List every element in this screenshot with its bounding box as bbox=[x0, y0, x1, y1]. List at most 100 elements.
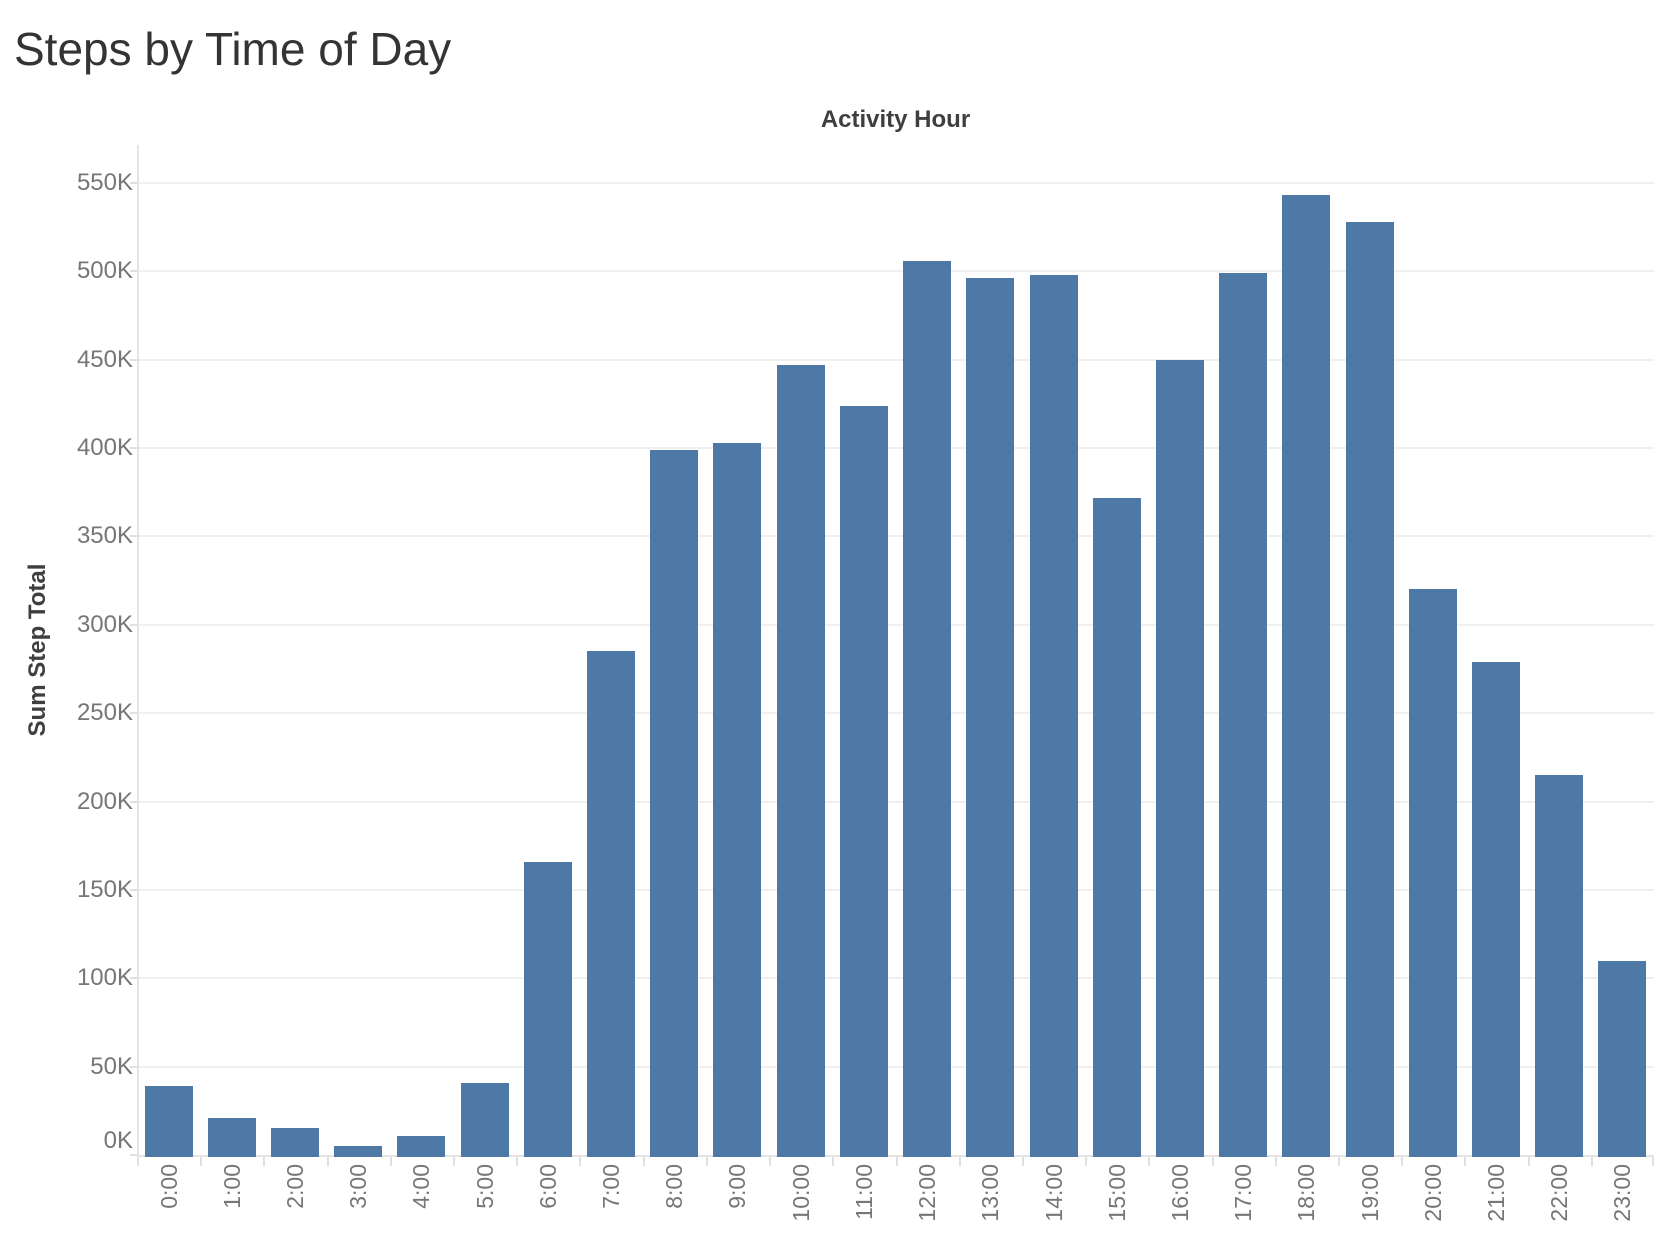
y-gridline bbox=[137, 270, 1654, 273]
x-tick-label: 16:00 bbox=[1166, 1164, 1193, 1222]
x-tick bbox=[1021, 1157, 1024, 1166]
bar[interactable] bbox=[1155, 359, 1204, 1157]
x-axis-title: Activity Hour bbox=[820, 106, 971, 133]
x-tick-label: 3:00 bbox=[345, 1164, 372, 1209]
y-tick bbox=[130, 1154, 137, 1156]
x-tick-label: 2:00 bbox=[282, 1164, 309, 1209]
bar[interactable] bbox=[334, 1146, 383, 1157]
y-tick-label: 250K bbox=[76, 699, 133, 727]
x-tick-label: 1:00 bbox=[218, 1164, 245, 1209]
y-gridline bbox=[137, 535, 1654, 538]
x-tick bbox=[453, 1157, 456, 1166]
bar[interactable] bbox=[523, 861, 572, 1157]
bar[interactable] bbox=[776, 365, 825, 1157]
x-tick-label: 15:00 bbox=[1103, 1164, 1130, 1222]
x-tick-label: 11:00 bbox=[850, 1164, 877, 1220]
x-tick bbox=[958, 1157, 961, 1166]
bar[interactable] bbox=[713, 442, 762, 1157]
y-gridline bbox=[137, 712, 1654, 715]
bar[interactable] bbox=[1598, 960, 1647, 1157]
y-tick bbox=[130, 535, 137, 538]
x-tick bbox=[516, 1157, 519, 1166]
x-tick bbox=[1590, 1157, 1593, 1166]
y-tick-label: 300K bbox=[76, 610, 133, 638]
x-tick-label: 23:00 bbox=[1609, 1164, 1636, 1222]
x-tick bbox=[200, 1157, 203, 1166]
x-tick bbox=[1274, 1157, 1277, 1166]
bar[interactable] bbox=[1219, 273, 1268, 1157]
bar[interactable] bbox=[1029, 274, 1078, 1157]
y-tick-label: 100K bbox=[76, 964, 133, 992]
y-tick-label: 400K bbox=[76, 434, 133, 462]
y-tick bbox=[130, 977, 137, 980]
y-tick bbox=[130, 1065, 137, 1068]
bar[interactable] bbox=[397, 1135, 446, 1157]
y-tick bbox=[130, 623, 137, 626]
y-gridline bbox=[137, 888, 1654, 891]
x-tick-label: 22:00 bbox=[1546, 1164, 1573, 1222]
y-tick bbox=[130, 270, 137, 273]
y-axis-line bbox=[137, 145, 139, 1157]
x-tick bbox=[263, 1157, 266, 1166]
x-tick-label: 5:00 bbox=[471, 1164, 498, 1209]
y-gridline bbox=[137, 358, 1654, 361]
chart-title: Steps by Time of Day bbox=[14, 23, 452, 75]
x-tick bbox=[705, 1157, 708, 1166]
bar[interactable] bbox=[1408, 589, 1457, 1157]
bar[interactable] bbox=[903, 260, 952, 1157]
bar[interactable] bbox=[207, 1117, 256, 1157]
x-tick-label: 8:00 bbox=[661, 1164, 688, 1209]
y-tick-label: 500K bbox=[76, 257, 133, 285]
x-tick bbox=[642, 1157, 645, 1166]
y-tick-label: 150K bbox=[76, 875, 133, 903]
y-tick-label: 350K bbox=[76, 522, 133, 550]
x-tick-label: 14:00 bbox=[1040, 1164, 1067, 1222]
x-tick bbox=[1401, 1157, 1404, 1166]
bar[interactable] bbox=[1535, 775, 1584, 1157]
x-tick bbox=[1527, 1157, 1530, 1166]
x-tick bbox=[326, 1157, 329, 1166]
bar[interactable] bbox=[1345, 221, 1394, 1157]
bar[interactable] bbox=[1471, 661, 1520, 1157]
x-tick-label: 20:00 bbox=[1419, 1164, 1446, 1222]
y-tick bbox=[130, 358, 137, 361]
bar[interactable] bbox=[650, 449, 699, 1157]
bar[interactable] bbox=[587, 651, 636, 1157]
x-tick bbox=[1148, 1157, 1151, 1166]
y-tick bbox=[130, 181, 137, 184]
x-tick-label: 18:00 bbox=[1293, 1164, 1320, 1222]
y-gridline bbox=[137, 977, 1654, 980]
y-gridline bbox=[137, 1065, 1654, 1068]
x-tick-label: 9:00 bbox=[724, 1164, 751, 1209]
bar[interactable] bbox=[144, 1086, 193, 1157]
x-tick bbox=[137, 1157, 139, 1166]
y-tick bbox=[130, 447, 137, 450]
x-tick bbox=[1085, 1157, 1088, 1166]
x-axis-line bbox=[137, 1155, 1654, 1157]
bar[interactable] bbox=[460, 1082, 509, 1157]
y-tick-label: 50K bbox=[90, 1052, 133, 1080]
x-tick bbox=[1211, 1157, 1214, 1166]
x-tick-label: 0:00 bbox=[155, 1164, 182, 1209]
y-tick-label: 550K bbox=[76, 168, 133, 196]
y-tick-label: 0K bbox=[103, 1127, 133, 1154]
y-gridline bbox=[137, 181, 1654, 184]
x-tick bbox=[1337, 1157, 1340, 1166]
x-tick bbox=[389, 1157, 392, 1166]
y-tick bbox=[130, 888, 137, 891]
x-tick bbox=[895, 1157, 898, 1166]
x-tick-label: 4:00 bbox=[408, 1164, 435, 1209]
bar[interactable] bbox=[966, 278, 1015, 1157]
bar[interactable] bbox=[839, 405, 888, 1157]
bar[interactable] bbox=[1092, 497, 1141, 1157]
x-tick-label: 6:00 bbox=[534, 1164, 561, 1209]
x-tick bbox=[579, 1157, 582, 1166]
bar[interactable] bbox=[1282, 195, 1331, 1157]
y-gridline bbox=[137, 800, 1654, 803]
x-tick bbox=[769, 1157, 772, 1166]
y-tick-label: 200K bbox=[76, 787, 133, 815]
x-tick-label: 12:00 bbox=[914, 1164, 941, 1222]
bar[interactable] bbox=[271, 1128, 320, 1157]
x-tick-label: 17:00 bbox=[1230, 1164, 1257, 1222]
